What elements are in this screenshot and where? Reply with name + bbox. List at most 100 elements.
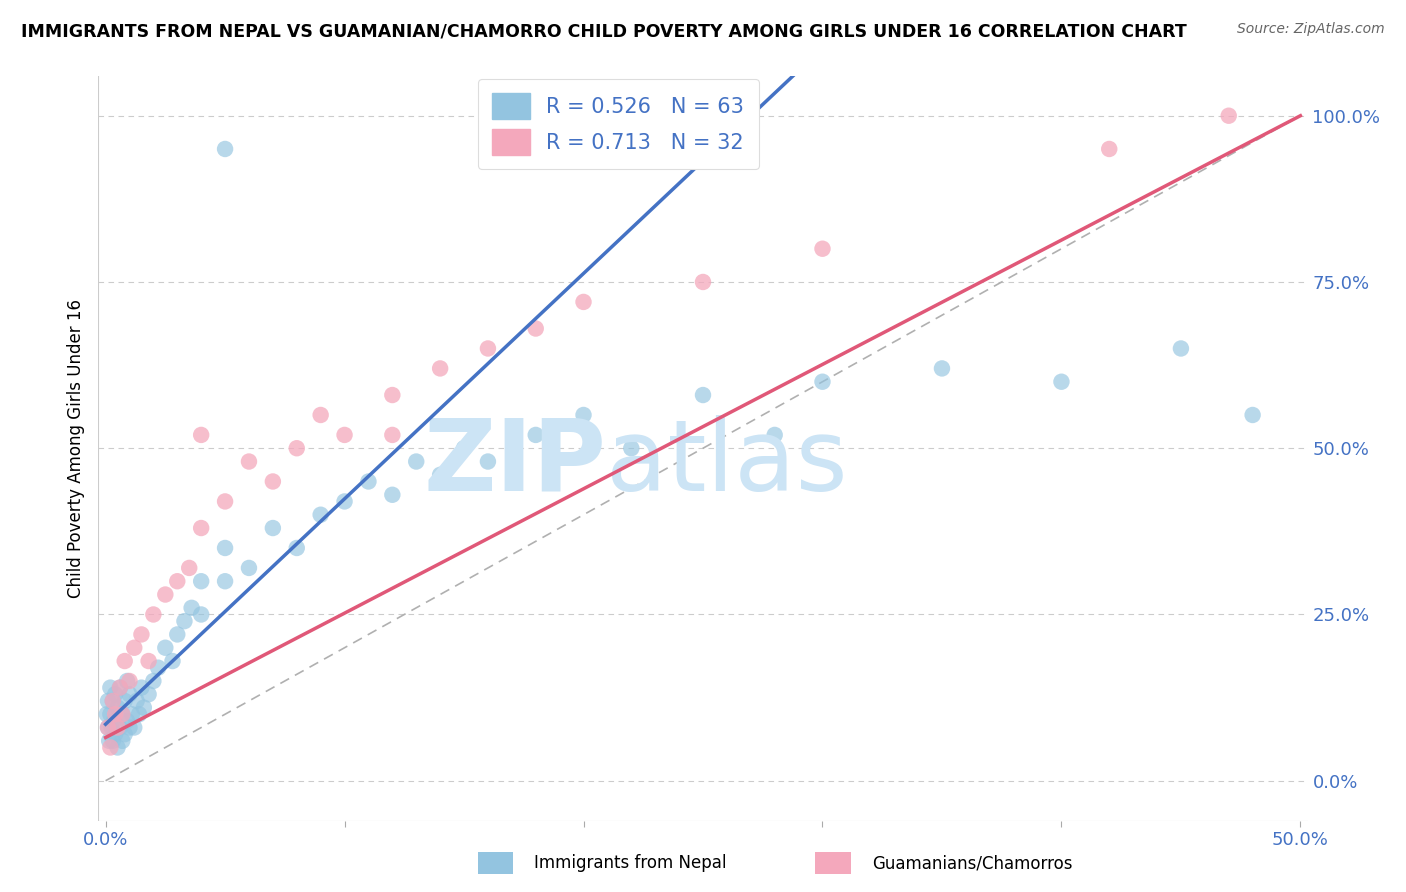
Point [572,408,595,422]
Point [179,561,201,575]
Point [180,600,202,615]
Point [333,428,356,442]
Point [811,375,834,389]
Point [477,342,499,356]
Point [100,721,122,735]
Point [118,673,141,688]
Point [131,681,153,695]
Point [96,707,118,722]
Point [1050,375,1073,389]
Point [309,508,332,522]
Point [1218,109,1240,123]
Point [125,694,148,708]
Point [381,388,404,402]
Point [357,475,380,489]
Point [138,687,160,701]
Point [931,361,953,376]
Point [101,694,124,708]
Point [138,654,160,668]
Text: IMMIGRANTS FROM NEPAL VS GUAMANIAN/CHAMORRO CHILD POVERTY AMONG GIRLS UNDER 16 C: IMMIGRANTS FROM NEPAL VS GUAMANIAN/CHAMO… [21,22,1187,40]
Point [104,707,127,722]
Point [115,714,138,728]
Point [142,673,165,688]
Point [285,442,308,455]
Point [572,294,595,309]
Point [155,588,177,602]
Point [333,494,356,508]
Point [214,142,236,156]
Point [111,734,134,748]
Point [108,681,131,695]
Point [166,627,188,641]
Point [620,442,643,455]
Point [114,727,136,741]
Point [381,488,404,502]
Point [190,521,212,535]
Point [101,734,124,748]
Point [524,321,547,335]
Point [1170,342,1192,356]
Point [111,707,134,722]
Point [214,541,236,555]
Point [262,475,284,489]
Point [155,640,177,655]
Point [111,707,134,722]
Point [131,627,153,641]
Point [405,454,427,468]
Point [214,574,236,589]
Point [285,541,308,555]
Point [763,428,786,442]
Point [98,740,121,755]
Point [381,428,404,442]
Point [104,727,127,741]
Point [190,574,212,589]
Point [142,607,165,622]
Point [103,714,125,728]
Point [122,640,145,655]
Point [118,687,141,701]
Point [477,454,499,468]
Point [98,707,121,722]
Point [453,442,475,455]
Point [104,687,127,701]
Point [309,408,332,422]
Point [108,721,131,735]
Point [238,561,260,575]
Point [107,740,129,755]
Point [429,361,451,376]
Point [114,654,136,668]
Point [692,275,714,289]
Point [429,467,451,482]
Text: Source: ZipAtlas.com: Source: ZipAtlas.com [1237,22,1385,37]
Point [173,614,195,628]
Point [166,574,188,589]
Point [101,694,124,708]
Point [238,454,260,468]
Point [107,700,129,714]
Point [1241,408,1264,422]
Point [118,721,141,735]
Legend: R = 0.526   N = 63, R = 0.713   N = 32: R = 0.526 N = 63, R = 0.713 N = 32 [478,78,759,169]
Point [114,694,136,708]
Text: atlas: atlas [606,415,848,512]
Point [524,428,547,442]
Point [162,654,184,668]
Point [97,721,120,735]
Point [108,681,131,695]
Point [214,494,236,508]
Text: ZIP: ZIP [423,415,606,512]
Text: Immigrants from Nepal: Immigrants from Nepal [534,855,727,872]
Point [811,242,834,256]
Point [98,681,121,695]
Point [97,721,120,735]
Point [190,428,212,442]
Point [128,707,150,722]
Point [97,694,120,708]
Point [132,700,155,714]
Point [146,661,169,675]
Point [115,673,138,688]
Point [262,521,284,535]
Point [692,388,714,402]
Point [1098,142,1121,156]
Point [98,734,121,748]
